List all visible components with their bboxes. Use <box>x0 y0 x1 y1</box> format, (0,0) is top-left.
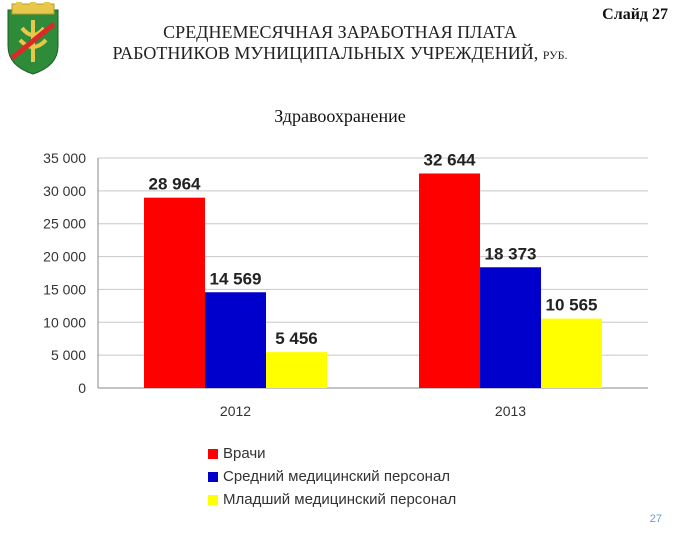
y-tick-label: 10 000 <box>43 314 86 330</box>
legend-swatch-doctors <box>208 448 218 459</box>
legend-item-doctors: Врачи <box>208 442 456 465</box>
data-label: 32 644 <box>424 150 477 169</box>
title-line-2-text: РАБОТНИКОВ МУНИЦИПАЛЬНЫХ УЧРЕЖДЕНИЙ, <box>112 43 539 63</box>
bar <box>205 292 266 388</box>
data-label: 5 456 <box>275 329 318 348</box>
coat-of-arms-logo <box>7 2 59 75</box>
y-tick-label: 30 000 <box>43 183 86 199</box>
y-tick-label: 35 000 <box>43 150 86 166</box>
slide-title: СРЕДНЕМЕСЯЧНАЯ ЗАРАБОТНАЯ ПЛАТА РАБОТНИК… <box>60 22 620 66</box>
slide-number-label: Слайд 27 <box>602 6 668 23</box>
bar <box>419 173 480 388</box>
bar <box>144 197 205 388</box>
y-tick-label: 0 <box>78 380 86 396</box>
page-number: 27 <box>649 513 662 525</box>
chart-title: Здравоохранение <box>274 106 406 126</box>
y-tick-label: 25 000 <box>43 216 86 232</box>
title-unit: РУБ. <box>542 48 568 62</box>
bar <box>480 267 541 388</box>
legend-item-mid-staff: Средний медицинский персонал <box>208 465 456 488</box>
y-tick-label: 5 000 <box>51 347 86 363</box>
x-tick-label: 2012 <box>220 403 251 419</box>
data-label: 10 565 <box>546 296 598 315</box>
data-label: 28 964 <box>149 175 202 194</box>
y-tick-label: 20 000 <box>43 249 86 265</box>
bar <box>266 352 327 388</box>
legend-item-junior-staff: Младший медицинский персонал <box>208 488 456 511</box>
bar <box>541 318 602 388</box>
legend-label-mid-staff: Средний медицинский персонал <box>223 468 451 485</box>
y-tick-label: 15 000 <box>43 281 86 297</box>
title-line-2: РАБОТНИКОВ МУНИЦИПАЛЬНЫХ УЧРЕЖДЕНИЙ, РУБ… <box>60 43 620 66</box>
legend-swatch-mid-staff <box>208 471 218 482</box>
chart-legend: Врачи Средний медицинский персонал Младш… <box>208 442 456 511</box>
data-label: 18 373 <box>485 244 537 263</box>
title-line-1: СРЕДНЕМЕСЯЧНАЯ ЗАРАБОТНАЯ ПЛАТА <box>163 22 517 42</box>
legend-swatch-junior-staff <box>208 494 218 505</box>
data-label: 14 569 <box>210 269 262 288</box>
x-tick-label: 2013 <box>495 403 526 419</box>
legend-label-junior-staff: Младший медицинский персонал <box>223 491 457 508</box>
legend-label-doctors: Врачи <box>223 445 266 462</box>
